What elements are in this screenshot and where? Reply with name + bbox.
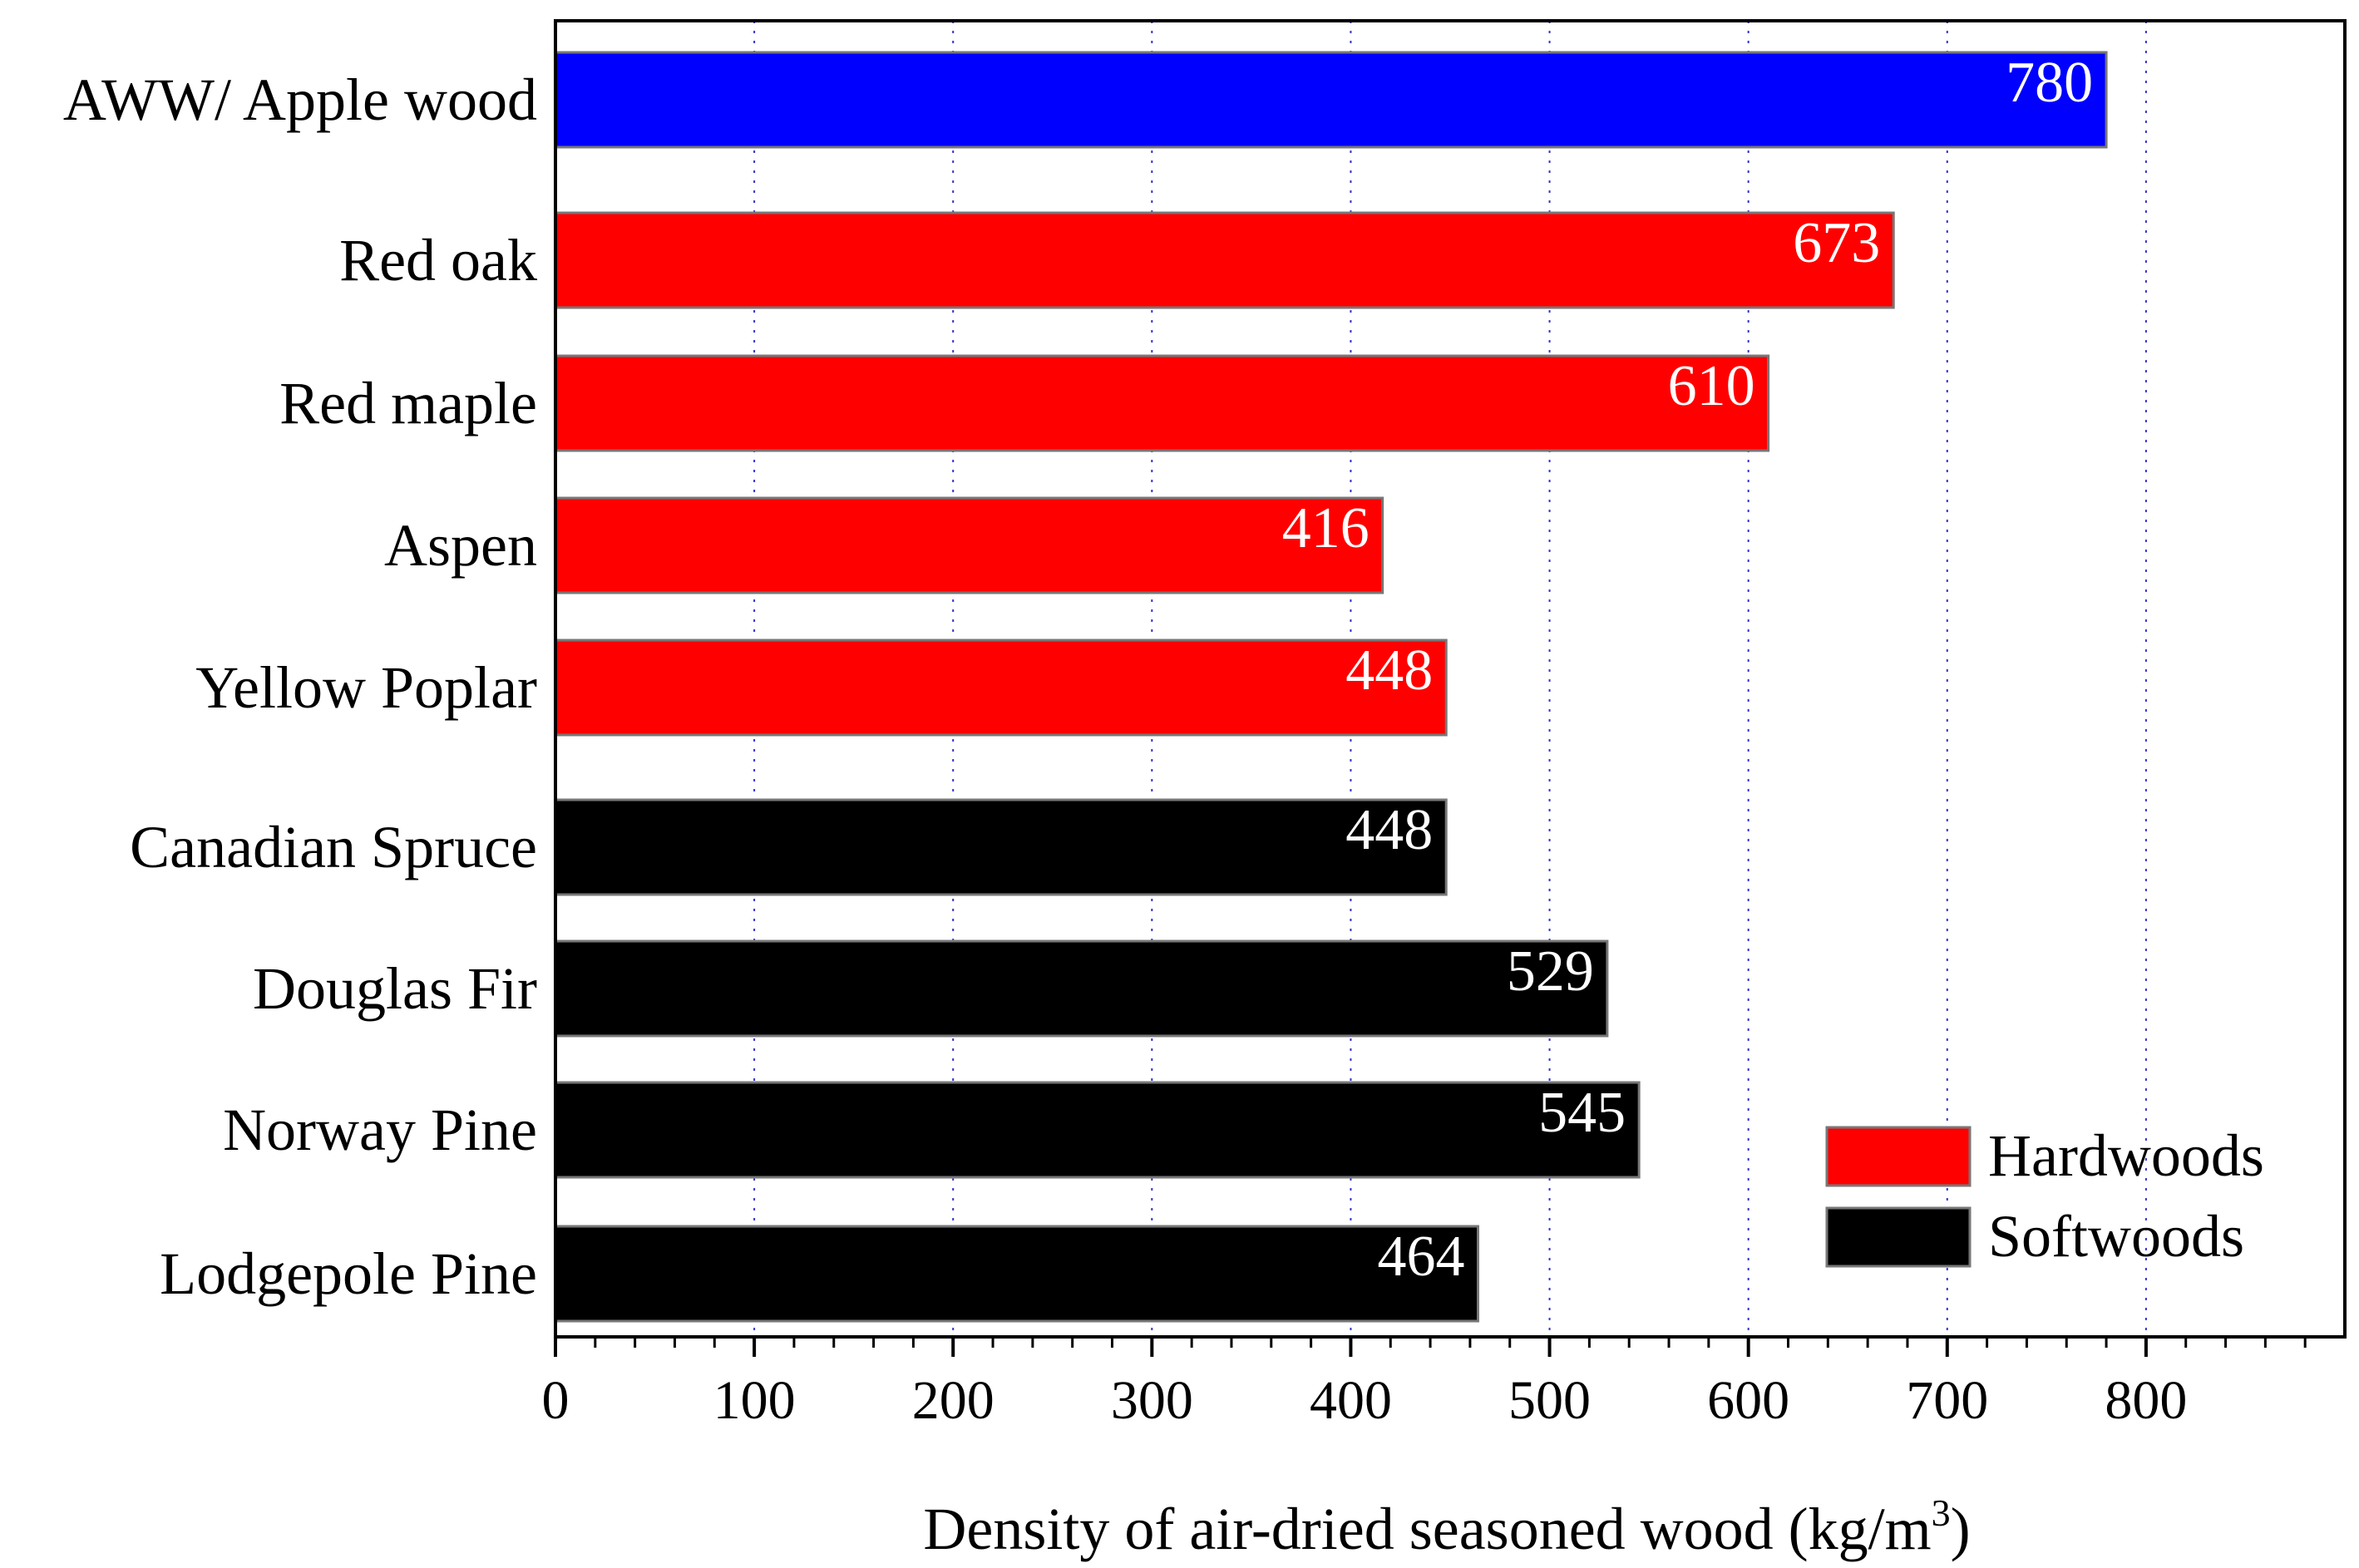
x-axis-title: Density of air-dried seasoned wood (kg/m… [923,1492,1970,1562]
category-label: Norway Pine [223,1097,537,1163]
bar [554,51,2108,149]
bars [554,51,2108,1323]
category-label: Aspen [384,512,537,579]
plot-frame [554,19,2347,1339]
value-label: 610 [1668,354,1755,418]
legend-label: Hardwoods [1988,1122,2264,1189]
tick-label: 600 [1707,1370,1789,1431]
x-axis-tick-labels: 0 100 200 300 400 500 600 700 800 [542,1370,2188,1431]
tick-label: 100 [713,1370,796,1431]
legend-swatch [1825,1206,1972,1268]
bar [554,1081,1641,1179]
value-label: 545 [1538,1081,1626,1145]
category-label: Red maple [279,370,537,436]
bar [554,496,1384,594]
bar [554,1225,1479,1323]
value-label: 464 [1377,1225,1464,1289]
category-label: Lodgepole Pine [160,1240,537,1307]
tick-label: 300 [1111,1370,1193,1431]
bar [554,798,1448,896]
value-label: 448 [1345,639,1433,703]
value-label: 529 [1507,939,1594,1003]
tick-label: 400 [1310,1370,1392,1431]
tick-label: 700 [1906,1370,1988,1431]
value-labels: 780 673 610 416 448 448 529 545 464 [1282,51,2093,1289]
category-label: Yellow Poplar [195,654,537,721]
x-axis-title-superscript: 3 [1932,1492,1951,1534]
bar [554,211,1895,309]
bar [554,639,1448,737]
tick-label: 800 [2105,1370,2187,1431]
legend: Hardwoods Softwoods [1825,1122,2264,1270]
value-label: 416 [1282,496,1370,560]
tick-label: 200 [912,1370,994,1431]
legend-label: Softwoods [1988,1203,2244,1270]
value-label: 448 [1345,798,1433,862]
x-axis-title-main: Density of air-dried seasoned wood (kg/m [923,1496,1931,1562]
x-axis-title-suffix: ) [1951,1496,1971,1562]
x-axis-ticks [554,1337,2307,1357]
bar [554,939,1609,1038]
legend-swatch [1825,1126,1972,1187]
category-label: Douglas Fir [253,955,537,1022]
value-label: 673 [1793,211,1880,275]
value-label: 780 [2006,51,2093,115]
category-label: Canadian Spruce [130,814,537,880]
tick-label: 500 [1508,1370,1591,1431]
category-label: Red oak [339,227,537,293]
category-labels: AWW/ Apple wood Red oak Red maple Aspen Yell… [63,67,537,1307]
tick-label: 0 [542,1370,570,1431]
bar [554,354,1770,452]
category-label: AWW/ Apple wood [63,67,537,133]
